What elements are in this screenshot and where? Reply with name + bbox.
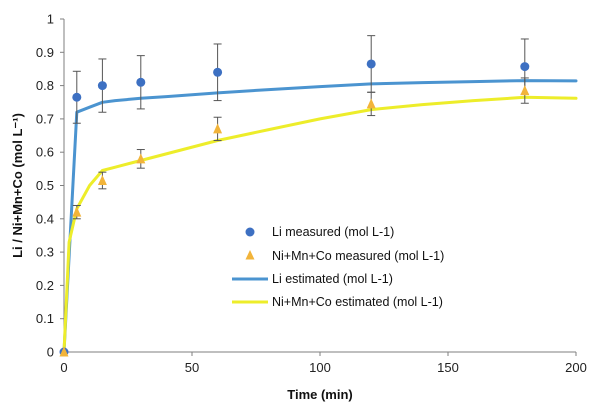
data-point-triangle	[520, 85, 530, 96]
data-point-circle	[72, 92, 82, 102]
legend-item-li-measured: Li measured (mol L-1)	[245, 225, 394, 239]
y-tick-label: 1	[47, 12, 54, 27]
x-tick-label: 150	[437, 360, 459, 375]
legend: Li measured (mol L-1) Ni+Mn+Co measured …	[232, 225, 444, 309]
data-point-circle	[97, 81, 107, 91]
series-line	[62, 95, 578, 354]
series-line	[62, 79, 578, 354]
legend-symbol-triangle	[245, 250, 255, 260]
data-point-triangle	[136, 153, 146, 164]
legend-symbol-circle	[245, 227, 255, 237]
data-point-triangle	[213, 123, 223, 134]
y-tick-label: 0.6	[36, 145, 54, 160]
y-tick-label: 0.4	[36, 211, 54, 226]
x-tick-label: 0	[60, 360, 67, 375]
y-tick-label: 0.9	[36, 45, 54, 60]
legend-label: Ni+Mn+Co estimated (mol L-1)	[272, 295, 443, 309]
data-point-triangle	[72, 206, 82, 217]
x-tick-label: 200	[565, 360, 587, 375]
y-tick-label: 0.1	[36, 311, 54, 326]
legend-label: Ni+Mn+Co measured (mol L-1)	[272, 249, 444, 263]
data-point-circle	[520, 62, 530, 72]
y-tick-label: 0	[47, 345, 54, 360]
y-axis-title: Li / Ni+Mn+Co (mol L⁻¹)	[10, 113, 25, 258]
legend-item-ni-measured: Ni+Mn+Co measured (mol L-1)	[245, 249, 444, 263]
data-point-circle	[213, 67, 223, 77]
x-axis-title: Time (min)	[287, 387, 353, 402]
legend-label: Li estimated (mol L-1)	[272, 272, 393, 286]
legend-item-ni-estimated: Ni+Mn+Co estimated (mol L-1)	[232, 295, 443, 309]
data-point-triangle	[366, 98, 376, 109]
y-tick-label: 0.7	[36, 111, 54, 126]
x-tick-label: 100	[309, 360, 331, 375]
measured-markers	[59, 59, 530, 357]
error-bars	[72, 35, 529, 220]
data-point-triangle	[97, 175, 107, 186]
x-tick-label: 50	[185, 360, 199, 375]
data-point-circle	[136, 77, 146, 87]
legend-label: Li measured (mol L-1)	[272, 225, 394, 239]
estimated-lines	[62, 79, 578, 354]
y-tick-label: 0.3	[36, 245, 54, 260]
y-tick-label: 0.5	[36, 178, 54, 193]
legend-item-li-estimated: Li estimated (mol L-1)	[232, 272, 393, 286]
y-tick-label: 0.8	[36, 78, 54, 93]
y-tick-label: 0.2	[36, 278, 54, 293]
data-point-circle	[366, 59, 376, 69]
data-point-triangle	[59, 346, 69, 357]
ticks: 0 0.1 0.2 0.3 0.4 0.5 0.6 0.7 0.8 0.9 1 0 50 100 150 20…	[36, 12, 587, 376]
